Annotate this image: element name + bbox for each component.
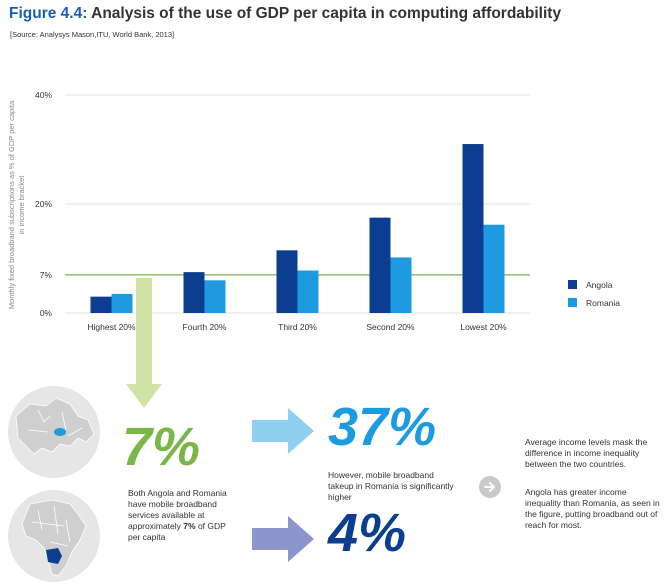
x-tick-label: Third 20% [278,322,317,332]
purple-right-arrow [252,516,314,562]
y-tick-label: 20% [35,199,52,209]
average-income-text: Average income levels mask the differenc… [525,437,648,469]
both-text-suffix: of GDP per capita [128,521,226,542]
pct-7: 7% [122,417,201,477]
bar-romania-3 [297,270,319,313]
legend-swatch-romania [568,298,577,307]
bar-angola-1 [90,296,112,313]
however-text: However, mobile broadband takeup in Roma… [328,470,454,502]
pct-4: 4% [328,503,407,563]
y-tick-label: 7% [40,270,53,280]
bar-romania-4 [390,257,412,313]
chart-bars [90,144,505,313]
light-blue-right-arrow [252,408,314,454]
pct-37: 37% [328,397,437,457]
africa-map-icon [21,499,87,577]
europe-globe [8,386,100,478]
y-tick-label: 40% [35,90,52,100]
x-tick-label: Lowest 20% [460,322,507,332]
y-tick-labels: 0% 7% 20% 40% [35,90,52,318]
bar-angola-4 [369,217,391,313]
y-axis-label-line-1: Monthly fixed broadband subscriptions as… [7,100,16,309]
bar-angola-2 [183,272,205,313]
bar-romania-5 [483,224,505,313]
source-note: [Source: Analysys Mason,ITU, World Bank,… [10,30,175,39]
both-text-bold: 7% [183,521,196,531]
angola-inequality-text: Angola has greater income inequality tha… [525,487,660,530]
x-tick-label: Second 20% [366,322,415,332]
x-tick-label: Fourth 20% [183,322,227,332]
figure-title: Figure 4.4: Analysis of the use of GDP p… [9,5,561,23]
legend-label-romania: Romania [586,298,620,308]
both-text-prefix: Both Angola and Romania have mobile broa… [128,488,227,531]
chart-legend: Angola Romania [568,280,620,308]
y-axis-label: Monthly fixed broadband subscriptions as… [7,100,26,309]
x-tick-labels: Highest 20% Fourth 20% Third 20% Second 20%… [87,322,507,332]
legend-swatch-angola [568,280,577,289]
y-axis-label-line-2: in income bracket [17,175,26,235]
africa-globe [8,490,100,582]
x-tick-label: Highest 20% [87,322,136,332]
legend-label-angola: Angola [586,280,613,290]
y-tick-label: 0% [40,308,53,318]
europe-map-icon [15,397,95,455]
bar-romania-2 [204,280,226,313]
figure-title-text: Analysis of the use of GDP per capita in… [91,5,562,22]
both-countries-text: Both Angola and Romania have mobile broa… [128,488,232,543]
bar-romania-1 [111,293,133,313]
arrow-right-icon [484,482,495,492]
bar-angola-3 [276,250,298,313]
green-down-arrow [126,278,162,408]
right-arrow-circle [479,476,501,498]
bar-angola-5 [462,144,484,313]
figure-label: Figure 4.4: [9,5,88,22]
